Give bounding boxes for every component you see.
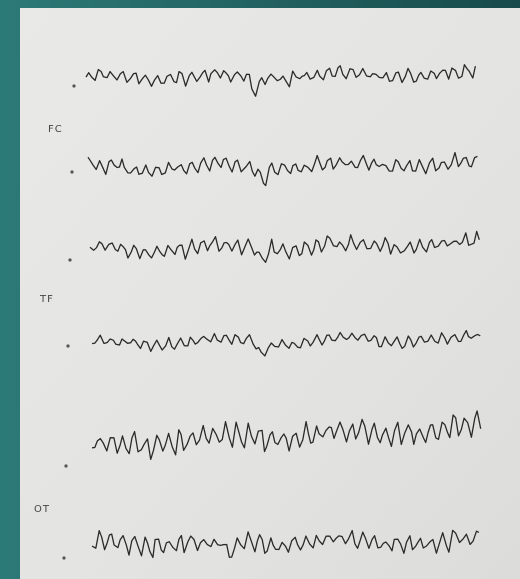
scan: FC TF OT: [0, 0, 520, 579]
marker: [64, 464, 67, 467]
paper: [20, 8, 520, 579]
marker: [66, 344, 69, 347]
marker: [70, 170, 73, 173]
channel-label: FC: [48, 124, 63, 135]
marker: [68, 258, 71, 261]
marker: [72, 84, 75, 87]
marker: [62, 556, 65, 559]
page: FC TF OT (() => { const data = JSON.pars…: [0, 0, 520, 579]
channel-label: OT: [34, 504, 50, 515]
channel-label: TF: [39, 294, 54, 305]
